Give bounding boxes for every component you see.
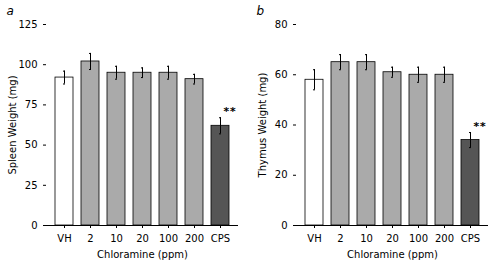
svg-text:b: b	[257, 4, 265, 18]
svg-text:125: 125	[18, 19, 37, 30]
svg-text:20: 20	[275, 169, 288, 180]
svg-text:CPS: CPS	[211, 233, 230, 244]
svg-text:Spleen Weight (mg): Spleen Weight (mg)	[7, 75, 18, 174]
svg-text:Chloramine (ppm): Chloramine (ppm)	[97, 249, 188, 260]
svg-text:40: 40	[275, 119, 288, 130]
svg-text:**: **	[473, 120, 486, 133]
svg-text:0: 0	[281, 220, 287, 231]
svg-text:100: 100	[18, 59, 37, 70]
svg-text:100: 100	[159, 233, 178, 244]
svg-text:Chloramine (ppm): Chloramine (ppm)	[347, 249, 438, 260]
svg-text:10: 10	[110, 233, 123, 244]
svg-text:25: 25	[25, 180, 38, 191]
svg-text:200: 200	[185, 233, 204, 244]
svg-text:100: 100	[409, 233, 428, 244]
svg-text:80: 80	[275, 19, 288, 30]
svg-text:2: 2	[337, 233, 343, 244]
svg-text:Thymus Weight (mg): Thymus Weight (mg)	[257, 73, 268, 179]
svg-text:**: **	[223, 105, 236, 118]
svg-text:60: 60	[275, 69, 288, 80]
svg-text:20: 20	[386, 233, 399, 244]
svg-text:200: 200	[435, 233, 454, 244]
svg-text:0: 0	[31, 220, 37, 231]
svg-text:2: 2	[87, 233, 93, 244]
svg-text:VH: VH	[307, 233, 321, 244]
svg-text:20: 20	[136, 233, 149, 244]
svg-text:a: a	[7, 4, 14, 18]
svg-text:VH: VH	[57, 233, 71, 244]
svg-text:10: 10	[360, 233, 373, 244]
svg-text:75: 75	[25, 99, 38, 110]
svg-text:CPS: CPS	[461, 233, 480, 244]
svg-text:50: 50	[25, 139, 38, 150]
